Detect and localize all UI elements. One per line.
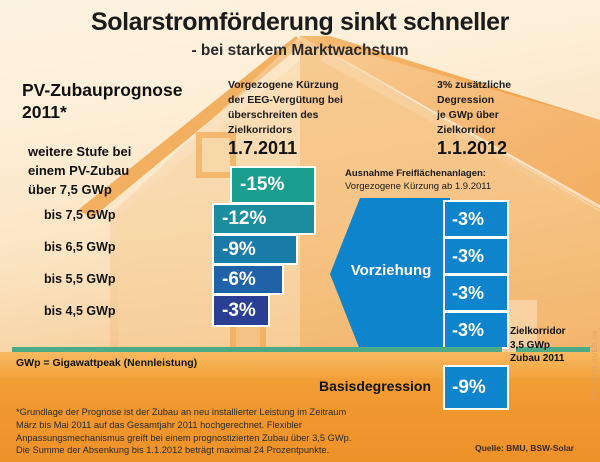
middle-column-text-line1: Vorgezogene Kürzung	[228, 79, 339, 91]
step-label-6-5: bis 6,5 GWp	[44, 240, 116, 254]
zielkorridor-line	[12, 347, 502, 352]
right-column-text-line4: Zielkorridor	[437, 123, 496, 136]
stair-bar-12: -12%	[212, 203, 316, 235]
stair-bar-3: -3%	[212, 294, 270, 327]
degression-box-1: -3%	[443, 200, 509, 238]
right-column-text-line3: je GWp über	[437, 108, 499, 121]
right-column-text-line2: Degression	[437, 93, 495, 106]
page-title: Solarstromförderung sinkt schneller	[90, 8, 510, 36]
page-subtitle: - bei starkem Marktwachstum	[191, 42, 409, 59]
footnote-line2: März bis Mai 2011 auf das Gesamtjahr 201…	[16, 419, 302, 430]
pv-forecast-note-line2: einem PV-Zubau	[28, 162, 130, 178]
right-column-text-line1: 3% zusätzliche	[437, 79, 512, 91]
degression-box-2: -3%	[443, 237, 509, 275]
right-column-date: 1.1.2012	[437, 138, 508, 158]
step-label-4-5: bis 4,5 GWp	[44, 304, 116, 318]
stair-bar-6: -6%	[212, 264, 284, 295]
footnote-line1: *Grundlage der Prognose ist der Zubau an…	[16, 407, 347, 417]
pv-forecast-heading-line1: PV-Zubauprognose	[22, 80, 183, 100]
pv-forecast-heading-line2: 2011*	[22, 101, 67, 122]
vorziehung-label: Vorziehung	[350, 262, 432, 279]
exception-note: Ausnahme Freiflächenanlagen: Vorgezogene…	[345, 168, 545, 194]
footnote: *Grundlage der Prognose ist der Zubau an…	[16, 406, 436, 457]
exception-note-line1: Ausnahme Freiflächenanlagen:	[345, 168, 486, 179]
middle-column-date: 1.7.2011	[228, 138, 298, 158]
zielkorridor-label-line3: Zubau 2011	[510, 353, 565, 364]
source-credit: Quelle: BMU, BSW-Solar	[474, 443, 574, 453]
footnote-line4: Die Summe der Absenkung bis 1.1.2012 bet…	[16, 445, 330, 456]
zielkorridor-label-line1: Zielkorridor	[510, 326, 566, 337]
stair-bar-9: -9%	[212, 234, 298, 265]
footnote-line3: Anpassungsmechanismus greift bei einem p…	[16, 432, 352, 443]
pv-forecast-note: weitere Stufe bei einem PV-Zubau über 7,…	[28, 143, 218, 200]
middle-column-text-line4: Zielkorridors	[228, 123, 293, 136]
zielkorridor-label-line2: 3,5 GWp	[510, 339, 551, 351]
pv-forecast-note-line1: weitere Stufe bei	[28, 144, 132, 159]
middle-column-text-line2: der EEG-Vergütung bei	[228, 93, 343, 106]
right-column-text: 3% zusätzliche Degression je GWp über Zi…	[437, 78, 592, 138]
zielkorridor-line-right	[516, 347, 590, 352]
step-label-7-5: bis 7,5 GWp	[44, 208, 116, 222]
basisdegression-value: -9%	[443, 365, 509, 410]
zielkorridor-label: Zielkorridor 3,5 GWp Zubau 2011	[510, 325, 598, 366]
vorziehung-arrow	[330, 198, 450, 350]
stair-bar-15: -15%	[230, 166, 316, 204]
exception-note-line2: Vorgezogene Kürzung ab 1.9.2011	[345, 180, 492, 192]
degression-box-4: -3%	[443, 311, 509, 349]
middle-column-text: Vorgezogene Kürzung der EEG-Vergütung be…	[228, 78, 393, 138]
gwp-legend: GWp = Gigawattpeak (Nennleistung)	[16, 357, 198, 369]
pv-forecast-heading: PV-Zubauprognose 2011*	[22, 80, 222, 124]
pv-forecast-note-line3: über 7,5 GWp	[28, 181, 112, 197]
degression-box-3: -3%	[443, 274, 509, 312]
middle-column-text-line3: überschreiten des	[228, 108, 319, 121]
watermark: SOLARSERVER.de	[592, 330, 599, 401]
step-label-5-5: bis 5,5 GWp	[44, 272, 116, 286]
basisdegression-label: Basisdegression	[318, 378, 432, 394]
